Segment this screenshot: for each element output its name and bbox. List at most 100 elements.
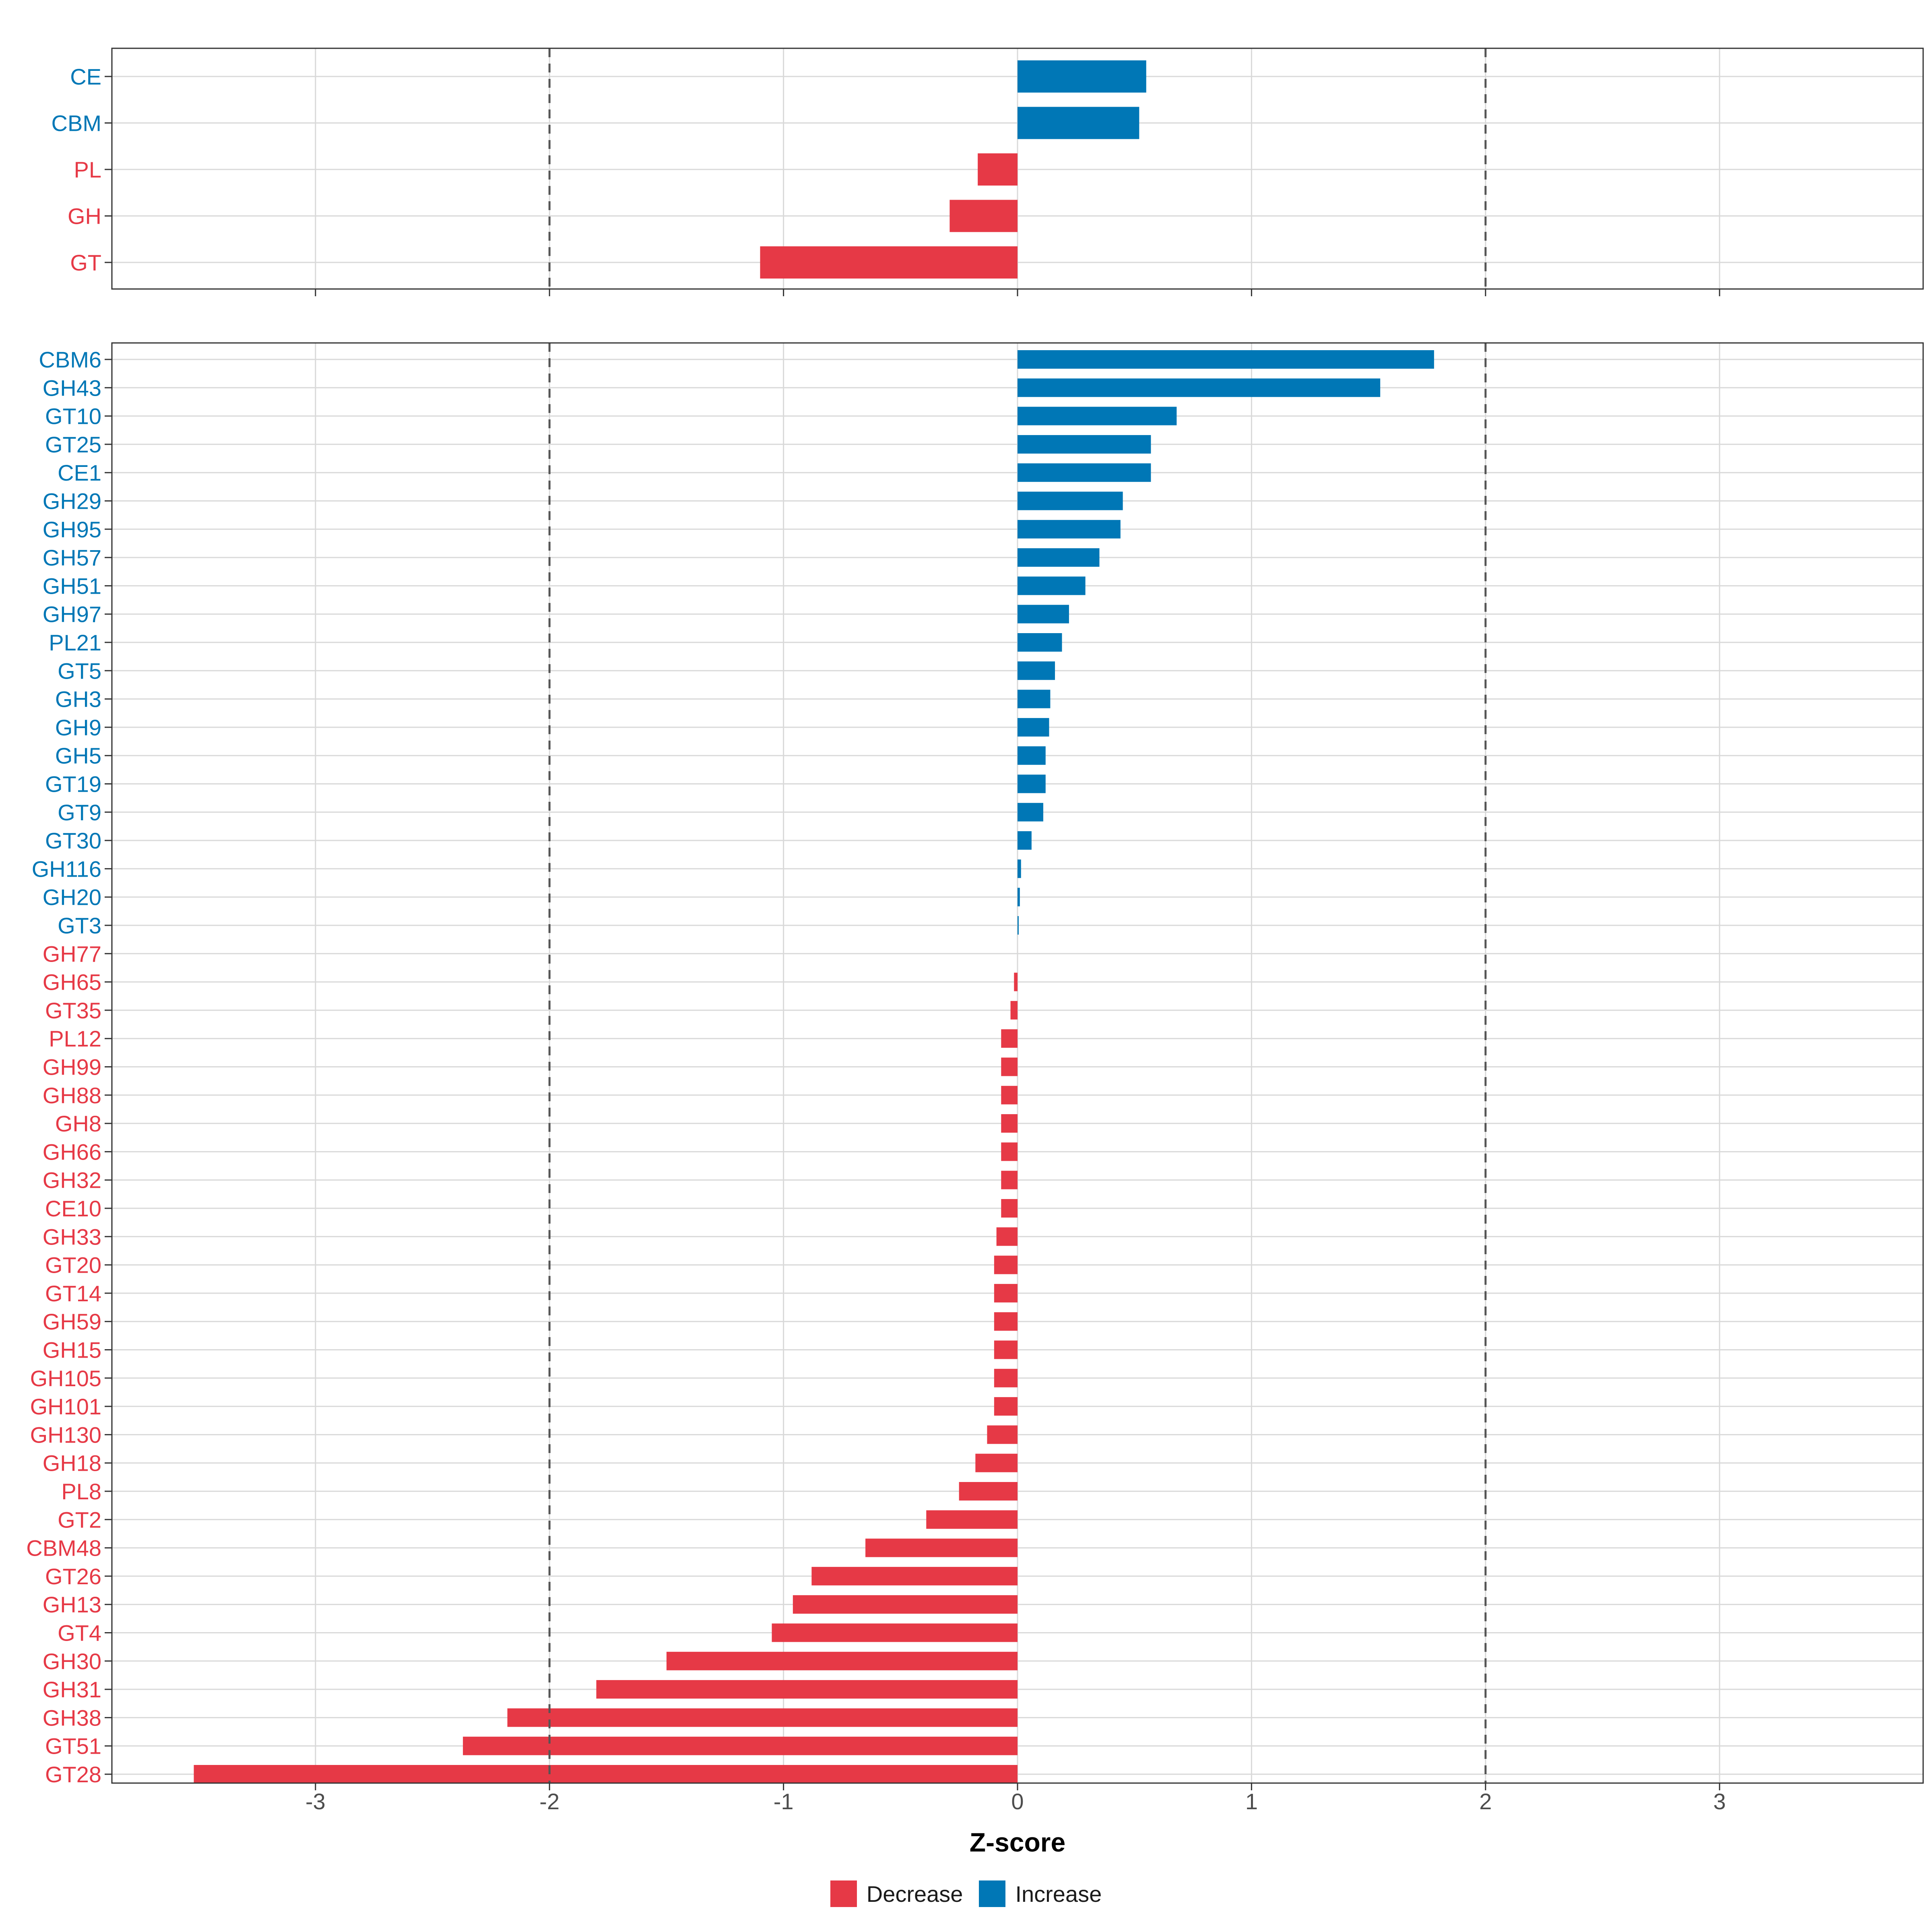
- top-panel: CE CBM PL GH GT: [52, 47, 1924, 296]
- bar-gh18: [975, 1453, 1018, 1472]
- x-axis-title: Z-score: [970, 1827, 1065, 1857]
- y-label-gh30: GH30: [43, 1649, 101, 1674]
- y-label-gh20: GH20: [43, 885, 101, 910]
- bar-gh43: [1018, 378, 1381, 397]
- bar-gt35: [1010, 1001, 1018, 1020]
- y-label-gt20: GT20: [45, 1253, 101, 1278]
- bar-gh51: [1018, 576, 1086, 595]
- bar-ce: [1018, 60, 1146, 93]
- y-label-ce10: CE10: [45, 1196, 101, 1221]
- y-label-gh31: GH31: [43, 1677, 101, 1702]
- y-label-gt5: GT5: [58, 658, 101, 683]
- y-label-gh88: GH88: [43, 1083, 101, 1108]
- bar-pl12: [1001, 1029, 1018, 1048]
- bar-ce1: [1018, 463, 1151, 482]
- y-label-gh77: GH77: [43, 941, 101, 966]
- legend-swatch-increase: [979, 1880, 1006, 1907]
- y-label-gh130: GH130: [30, 1422, 101, 1447]
- y-label-ce1: CE1: [58, 460, 101, 485]
- bar-pl: [978, 153, 1018, 186]
- bar-pl21: [1018, 633, 1062, 652]
- bar-gh8: [1001, 1114, 1018, 1133]
- bar-gt51: [463, 1736, 1018, 1755]
- bar-gh9: [1018, 718, 1049, 737]
- bar-gt9: [1018, 803, 1043, 822]
- bar-gh33: [996, 1227, 1018, 1246]
- y-label-pl: PL: [74, 157, 102, 182]
- x-tick-label: 1: [1245, 1789, 1258, 1814]
- y-label-gh29: GH29: [43, 489, 101, 514]
- y-label-gh66: GH66: [43, 1139, 101, 1164]
- bar-gt: [760, 246, 1018, 279]
- bar-gh: [949, 200, 1018, 232]
- x-tick-label: 3: [1713, 1789, 1726, 1814]
- y-label-gt3: GT3: [58, 913, 101, 938]
- y-label-gh32: GH32: [43, 1168, 101, 1193]
- y-label-gt: GT: [70, 250, 101, 275]
- y-label-pl21: PL21: [49, 630, 101, 655]
- x-tick-label: -2: [539, 1789, 559, 1814]
- y-label-gh: GH: [68, 204, 101, 229]
- legend-label-decrease: Decrease: [866, 1881, 963, 1907]
- bar-gt28: [194, 1765, 1018, 1783]
- bar-gh15: [994, 1340, 1018, 1359]
- bar-gt4: [772, 1623, 1018, 1642]
- bar-gt30: [1018, 831, 1032, 850]
- y-label-gt19: GT19: [45, 772, 101, 797]
- bar-gh101: [994, 1397, 1018, 1416]
- bar-cbm48: [865, 1538, 1018, 1557]
- y-label-gh5: GH5: [55, 743, 101, 768]
- y-label-gt14: GT14: [45, 1281, 101, 1306]
- bar-gt3: [1018, 916, 1019, 935]
- y-label-ce: CE: [70, 64, 101, 89]
- y-label-gh101: GH101: [30, 1394, 101, 1419]
- bar-gt10: [1018, 407, 1177, 425]
- y-label-gh18: GH18: [43, 1451, 101, 1476]
- y-label-cbm6: CBM6: [39, 347, 101, 372]
- y-label-gh97: GH97: [43, 602, 101, 627]
- y-label-gh65: GH65: [43, 970, 101, 995]
- top-panel-border: [111, 47, 1924, 290]
- legend-swatch-decrease: [830, 1880, 857, 1907]
- bar-gh116: [1018, 859, 1021, 878]
- bar-gt26: [811, 1567, 1018, 1585]
- y-label-gh51: GH51: [43, 573, 101, 599]
- bar-gt19: [1018, 774, 1046, 793]
- bar-gh3: [1018, 689, 1051, 708]
- y-label-gt30: GT30: [45, 828, 101, 853]
- bar-cbm: [1018, 107, 1139, 139]
- bar-gh20: [1018, 888, 1020, 906]
- bar-gh105: [994, 1368, 1018, 1387]
- bar-gh130: [987, 1425, 1018, 1444]
- y-label-gt51: GT51: [45, 1734, 101, 1759]
- y-label-gt9: GT9: [58, 800, 101, 825]
- bar-gh30: [666, 1651, 1018, 1670]
- bar-gt2: [926, 1510, 1018, 1529]
- bar-gh29: [1018, 491, 1123, 510]
- bottom-panel-border: [111, 342, 1924, 1784]
- y-label-gh13: GH13: [43, 1592, 101, 1617]
- bar-gh38: [507, 1708, 1018, 1727]
- y-label-gh3: GH3: [55, 687, 101, 712]
- x-tick-label: -1: [774, 1789, 794, 1814]
- y-label-gh116: GH116: [32, 856, 101, 881]
- bar-gh66: [1001, 1142, 1018, 1161]
- bar-gt20: [994, 1255, 1018, 1274]
- y-label-gh57: GH57: [43, 545, 101, 570]
- bar-gh5: [1018, 746, 1046, 765]
- bar-gh32: [1001, 1170, 1018, 1189]
- bar-ce10: [1001, 1199, 1018, 1218]
- y-label-gt2: GT2: [58, 1507, 101, 1532]
- y-label-gh59: GH59: [43, 1309, 101, 1334]
- bar-cbm6: [1018, 350, 1434, 369]
- bar-gh65: [1014, 972, 1018, 991]
- y-label-gt4: GT4: [58, 1620, 101, 1646]
- y-label-gh38: GH38: [43, 1705, 101, 1730]
- y-label-pl12: PL12: [49, 1026, 101, 1051]
- bar-pl8: [959, 1482, 1018, 1501]
- y-label-gt25: GT25: [45, 432, 101, 457]
- x-tick-label: -3: [305, 1789, 326, 1814]
- bar-gh57: [1018, 548, 1100, 567]
- x-tick-label: 2: [1479, 1789, 1492, 1814]
